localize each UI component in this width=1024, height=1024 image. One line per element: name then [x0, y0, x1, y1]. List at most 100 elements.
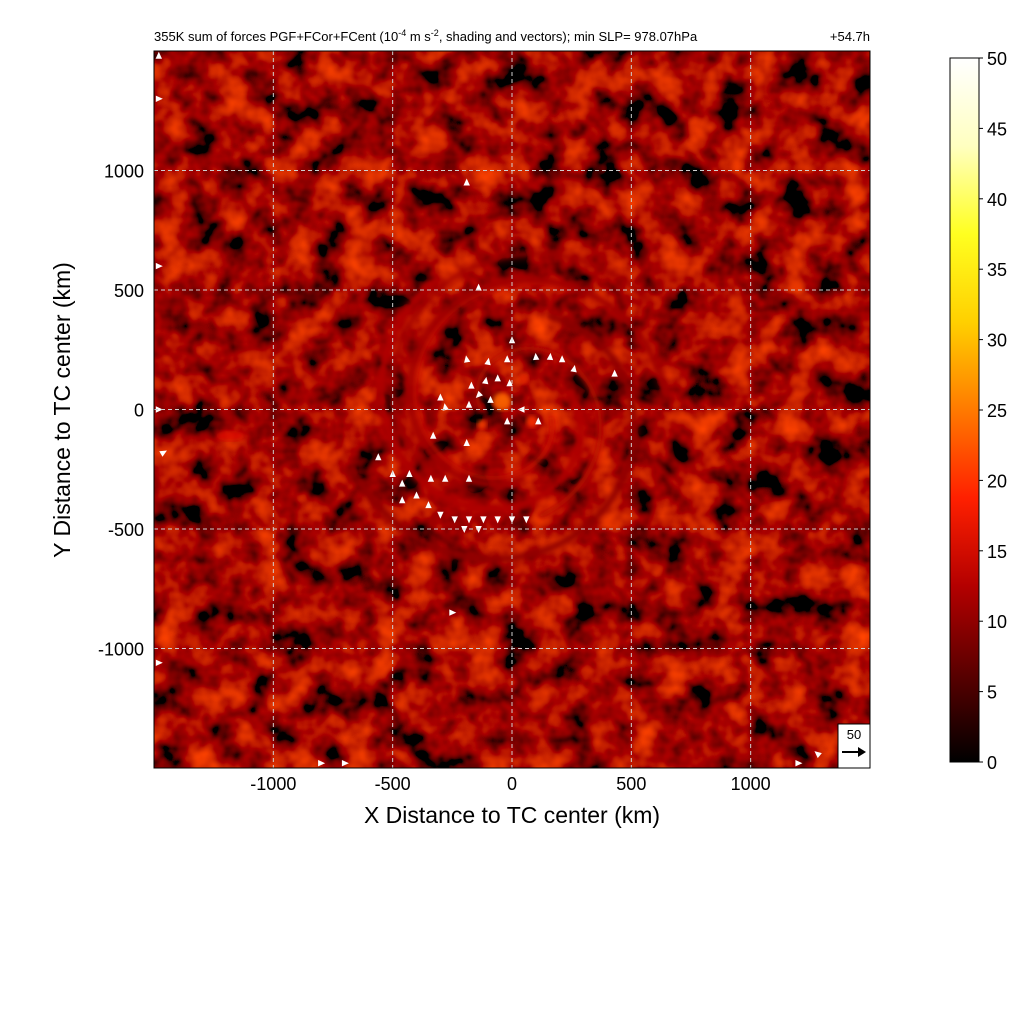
force-vector-head — [506, 379, 513, 387]
force-vector-head — [475, 283, 482, 291]
force-vector — [484, 357, 491, 366]
force-vector-head — [464, 355, 471, 363]
force-vector — [318, 760, 326, 767]
spiral-bands — [216, 249, 672, 565]
force-vector-head — [442, 474, 449, 482]
force-vector-head — [546, 352, 554, 361]
chart-title: 355K sum of forces PGF+FCor+FCent (10-4 … — [154, 28, 698, 44]
force-vector-head — [487, 395, 494, 403]
colorbar-tick-label: 0 — [987, 753, 997, 773]
force-vector-head — [399, 479, 406, 487]
force-vector-head — [430, 431, 437, 439]
isolated-feature — [216, 430, 245, 441]
force-vector — [480, 516, 487, 524]
force-vector — [611, 369, 618, 377]
force-vector-head — [480, 516, 487, 524]
force-vector — [523, 516, 530, 524]
force-vector-head — [504, 417, 511, 425]
colorbar-ticks: 0 5 10 15 20 25 30 35 40 45 50 — [979, 49, 1007, 773]
force-vector-head — [375, 453, 382, 461]
y-tick-label: -1000 — [98, 640, 144, 660]
y-axis-ticks: 1000 500 0 -500 -1000 — [98, 162, 144, 660]
force-vector-head — [399, 496, 406, 504]
reference-vector-head — [858, 747, 866, 757]
force-vectors — [155, 51, 822, 767]
force-vector-head — [451, 516, 458, 524]
force-vector — [155, 659, 163, 666]
x-tick-label: -1000 — [250, 774, 296, 794]
force-vector — [475, 390, 483, 399]
force-vector-head — [468, 381, 475, 389]
y-tick-label: 1000 — [104, 162, 144, 182]
colorbar-tick-label: 5 — [987, 683, 997, 703]
y-tick-label: 500 — [114, 281, 144, 301]
force-vector — [494, 516, 501, 524]
force-vector — [570, 364, 577, 373]
colorbar: 0 5 10 15 20 25 30 35 40 45 50 — [949, 49, 1007, 773]
force-vector — [463, 439, 470, 446]
force-vector-head — [475, 390, 483, 399]
force-vector — [795, 760, 803, 767]
force-vector-head — [442, 403, 449, 411]
force-vector — [437, 393, 444, 401]
force-vector-head — [463, 178, 470, 186]
force-vector — [475, 283, 482, 291]
y-axis-label: Y Distance to TC center (km) — [49, 262, 75, 558]
force-vector — [442, 403, 449, 411]
force-vector — [468, 381, 475, 389]
force-vector — [487, 395, 494, 403]
reference-vector-box — [837, 723, 871, 769]
force-vector-head — [155, 406, 163, 413]
force-vector — [155, 51, 163, 59]
force-vector-head — [611, 369, 618, 377]
spiral-band — [475, 346, 603, 518]
force-vector — [425, 501, 432, 509]
force-vector-head — [155, 262, 163, 270]
force-vector-head — [155, 95, 163, 102]
colorbar-tick-label: 40 — [987, 190, 1007, 210]
colorbar-tick-label: 30 — [987, 331, 1007, 351]
force-vector — [155, 406, 163, 413]
spiral-band — [391, 252, 649, 493]
colorbar-tick-label: 50 — [987, 49, 1007, 69]
colorbar-tick-label: 45 — [987, 119, 1007, 139]
force-vector — [341, 760, 349, 767]
force-vector-head — [532, 352, 540, 361]
force-vector-head — [535, 417, 542, 425]
force-vector — [159, 450, 167, 457]
force-vector-head — [504, 355, 511, 363]
force-vector — [463, 178, 470, 186]
force-vector — [465, 474, 473, 482]
force-vector — [442, 474, 449, 482]
force-vector — [465, 400, 473, 408]
core-hotspot — [519, 374, 529, 385]
force-vector — [430, 431, 437, 439]
force-vector-head — [449, 609, 457, 616]
force-vector — [535, 417, 542, 425]
spiral-band — [349, 313, 637, 562]
time-label: +54.7h — [830, 29, 870, 44]
x-tick-label: 0 — [507, 774, 517, 794]
force-vector — [508, 516, 516, 524]
force-vector-head — [413, 491, 420, 499]
colorbar-tick-label: 10 — [987, 612, 1007, 632]
force-vector — [449, 609, 457, 616]
force-vector — [464, 355, 471, 363]
force-vector — [406, 470, 413, 477]
force-vector-head — [425, 501, 432, 509]
plot-frame — [153, 50, 871, 769]
force-vector-head — [484, 357, 491, 366]
force-vector-head — [494, 374, 501, 382]
force-vector — [546, 352, 554, 361]
force-vector — [413, 491, 420, 499]
spiral-band — [407, 277, 669, 487]
force-vector — [437, 511, 444, 519]
force-vector-head — [482, 376, 489, 385]
force-vector-head — [465, 474, 473, 482]
force-vector-head — [406, 470, 413, 477]
force-vector-head — [155, 659, 163, 666]
force-vector-head — [795, 760, 803, 767]
force-vector — [506, 379, 513, 387]
reference-vector: 50 — [837, 723, 871, 769]
